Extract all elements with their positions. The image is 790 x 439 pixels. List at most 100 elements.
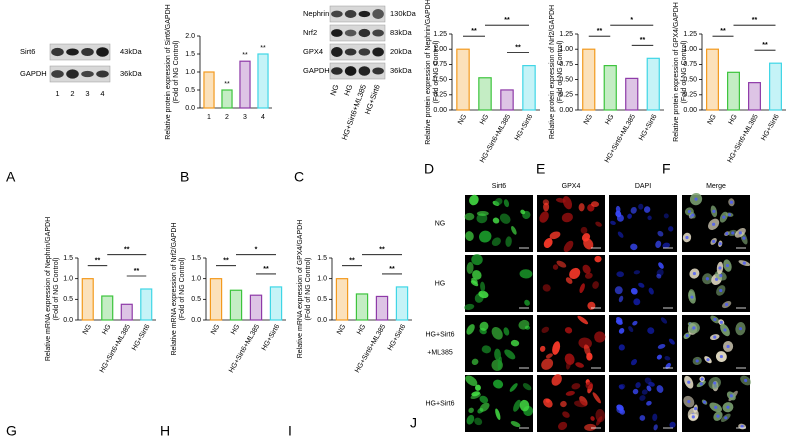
cell [669,421,676,428]
bar [239,60,251,109]
cell [566,359,572,370]
cell [561,212,573,223]
cell [571,383,581,390]
y-tick-label: 0.00 [433,107,447,114]
cell [577,315,589,325]
significance-label: ** [124,247,130,254]
y-tick-label: 0.0 [185,105,195,112]
cell [646,400,652,406]
y-tick-label: 0.0 [63,317,73,324]
cell [541,358,554,370]
blot-band [96,47,109,57]
cell [472,270,482,280]
blot-band [66,69,79,79]
blot-band [344,10,357,18]
cell [639,415,646,421]
blot-band [96,70,109,78]
bar [646,57,660,111]
y-tick-label: 0.75 [559,61,573,68]
cell [520,209,526,215]
cell [552,264,559,270]
panel-letter: E [536,161,545,177]
nucleus [705,277,709,281]
cell [519,269,533,279]
x-tick-label: HG [604,113,615,126]
cell [491,237,501,247]
x-tick-label: HG [728,113,739,126]
y-tick-label: 0.25 [433,92,447,99]
cell [638,203,644,210]
cell [543,238,553,249]
significance-label: ** [389,266,395,273]
nucleus [702,400,707,404]
nucleus [695,359,699,363]
bar [500,89,514,111]
cell [635,382,641,389]
cell [583,344,591,356]
cell [469,194,479,206]
nucleus [712,222,716,226]
cell [510,339,520,347]
y-tick-label: 1.0 [63,276,73,283]
cell [653,424,658,431]
nucleus [719,288,723,293]
blot-band [331,29,343,37]
bar [727,71,740,111]
x-tick-label: 4 [261,114,265,121]
cell [557,421,568,431]
cell [648,381,655,387]
nucleus [712,239,716,244]
cell [615,319,623,325]
cell [578,203,585,212]
significance-label: * [630,17,633,24]
micrograph [609,375,677,432]
cell [479,402,490,412]
cell [632,388,639,395]
blot-strip [329,62,386,80]
blot-band [344,48,357,56]
panel-letter: F [662,161,671,177]
blot-band [51,70,64,78]
cell [555,197,566,203]
bar [120,303,133,321]
x-tick-label: 2 [225,114,229,121]
y-tick-label: 0.0 [317,317,327,324]
cell [522,383,532,391]
blot-band [81,70,94,78]
significance-label: ** [640,37,646,44]
blot-band [51,47,64,57]
blot-size-label: 36kDa [120,69,143,78]
cell [471,358,479,366]
cell [475,384,481,391]
cell [539,211,549,223]
cell [480,281,486,292]
cell [551,374,562,386]
significance-label: ** [242,52,248,59]
significance-label: ** [223,258,229,265]
cell [633,298,641,306]
cell [614,286,623,295]
bar [522,65,536,111]
blot-row-label: Nrf2 [303,28,317,37]
cell [615,210,622,218]
y-axis-label: (Fold of NG Control) [433,40,440,103]
cell [584,423,597,431]
nucleus [699,382,703,386]
y-tick-label: 1.00 [683,46,697,53]
blot-band [358,48,371,56]
blot-strip [49,43,111,61]
cell [560,400,567,408]
cell [630,287,638,295]
cell [510,420,521,428]
cell [628,326,634,333]
blot-band [358,28,371,38]
cell [630,243,638,251]
nucleus [713,381,717,385]
cell [652,413,658,422]
bar [140,288,153,321]
cell [479,395,489,404]
nucleus [687,380,691,384]
